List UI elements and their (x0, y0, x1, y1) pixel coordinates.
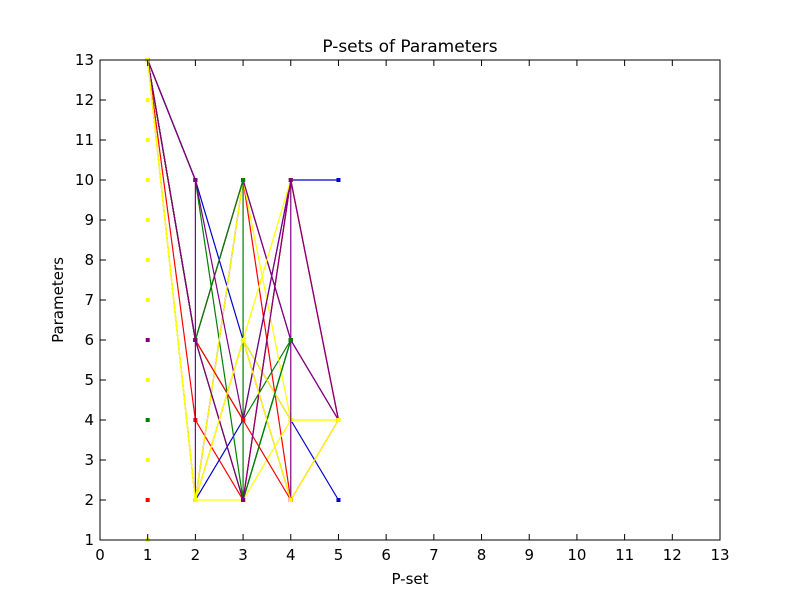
x1-marker-9 (145, 458, 150, 462)
series-19-point-3 (288, 498, 293, 502)
y-tick-label-7: 8 (84, 251, 94, 269)
chart-title: P-sets of Parameters (322, 37, 497, 57)
y-tick-label-10: 11 (75, 131, 94, 149)
x1-marker-4 (145, 258, 150, 262)
series-14-point-1 (193, 178, 198, 182)
x-axis-label: P-set (391, 570, 428, 588)
y-tick-label-3: 4 (84, 411, 94, 429)
y-tick-label-11: 12 (75, 91, 94, 109)
plot-data-layer (145, 58, 341, 542)
x1-marker-6 (145, 338, 150, 342)
y-tick-label-6: 7 (84, 291, 94, 309)
y-tick-label-2: 3 (84, 451, 94, 469)
x-tick-label-5: 5 (334, 546, 344, 564)
series-1-point-4 (336, 498, 341, 502)
series-12-point-2 (241, 178, 246, 182)
x1-marker-10 (145, 498, 150, 502)
series-6-point-4 (336, 178, 341, 182)
x-tick-label-3: 3 (238, 546, 248, 564)
x1-marker-3 (145, 218, 150, 222)
x-tick-label-10: 10 (567, 546, 586, 564)
series-19-point-2 (241, 338, 246, 342)
y-tick-label-12: 13 (75, 51, 94, 69)
y-tick-label-5: 6 (84, 331, 94, 349)
y-axis-label: Parameters (49, 257, 67, 343)
series-18-point-2 (241, 498, 246, 502)
x-tick-label-6: 6 (381, 546, 391, 564)
x-tick-label-4: 4 (286, 546, 296, 564)
series-17-point-3 (288, 338, 293, 342)
x-tick-label-2: 2 (191, 546, 201, 564)
x-tick-label-8: 8 (477, 546, 487, 564)
series-18-point-1 (193, 338, 198, 342)
y-tick-label-0: 1 (84, 531, 94, 549)
x-tick-label-7: 7 (429, 546, 439, 564)
x1-marker-1 (145, 138, 150, 142)
series-19-point-4 (336, 418, 341, 422)
x-tick-label-11: 11 (615, 546, 634, 564)
x1-markers (145, 98, 150, 542)
x-tick-label-1: 1 (143, 546, 153, 564)
y-tick-label-8: 9 (84, 211, 94, 229)
x1-marker-8 (145, 418, 150, 422)
x-tick-label-13: 13 (710, 546, 729, 564)
x1-marker-2 (145, 178, 150, 182)
y-tick-label-4: 5 (84, 371, 94, 389)
x-tick-label-0: 0 (95, 546, 105, 564)
series-15-point-2 (241, 418, 246, 422)
x1-marker-0 (145, 98, 150, 102)
y-tick-label-1: 2 (84, 491, 94, 509)
x-tick-label-12: 12 (663, 546, 682, 564)
series-19-point-1 (193, 498, 198, 502)
y-tick-label-9: 10 (75, 171, 94, 189)
x1-marker-7 (145, 378, 150, 382)
series-18-point-3 (288, 178, 293, 182)
x-tick-label-9: 9 (524, 546, 534, 564)
x1-marker-5 (145, 298, 150, 302)
